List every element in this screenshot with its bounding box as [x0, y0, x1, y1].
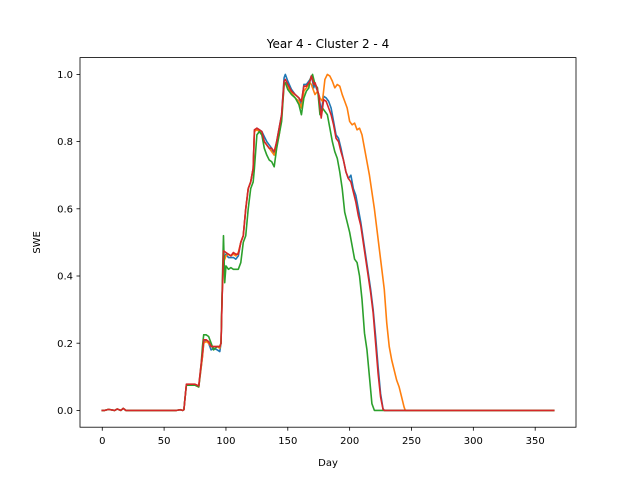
- y-axis-label: SWE: [32, 231, 43, 254]
- series-line-3: [101, 73, 555, 412]
- y-tick-label: 0.6: [57, 204, 73, 215]
- y-tick-label: 0.2: [57, 339, 73, 350]
- y-axis: 0.0 0.2 0.4 0.6 0.8 1.0: [57, 70, 80, 417]
- x-tick-label: 0: [99, 436, 105, 447]
- x-tick-label: 200: [340, 436, 359, 447]
- y-tick-label: 0.8: [57, 137, 73, 148]
- plot-frame: [79, 57, 577, 428]
- y-tick-label: 0.4: [57, 272, 73, 283]
- y-tick-label: 1.0: [57, 70, 73, 81]
- x-tick-label: 300: [464, 436, 483, 447]
- x-tick-label: 350: [526, 436, 545, 447]
- chart-title: Year 4 - Cluster 2 - 4: [266, 37, 389, 51]
- x-tick-label: 250: [402, 436, 421, 447]
- x-tick-label: 100: [216, 436, 235, 447]
- x-tick-label: 150: [278, 436, 297, 447]
- x-tick-label: 50: [158, 436, 171, 447]
- y-tick-label: 0.0: [57, 406, 73, 417]
- x-axis: 0 50 100 150 200 250 300 350: [99, 427, 545, 447]
- plot-lines: [101, 73, 555, 412]
- series-line-4: [101, 75, 555, 412]
- x-axis-label: Day: [318, 458, 338, 469]
